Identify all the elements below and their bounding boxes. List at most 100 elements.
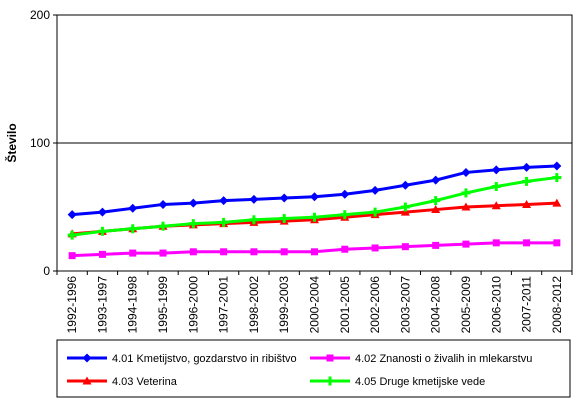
legend-label: 4.03 Veterina	[112, 376, 178, 388]
data-point	[491, 182, 501, 192]
x-tick-label: 1999-2003	[277, 276, 291, 334]
data-point	[98, 250, 106, 258]
data-point	[82, 376, 92, 385]
legend-item: 4.01 Kmetijstvo, gozdarstvo in ribištvo	[67, 353, 297, 365]
legend-label: 4.01 Kmetijstvo, gozdarstvo in ribištvo	[112, 353, 297, 365]
data-point	[158, 199, 168, 209]
legend-box	[56, 339, 571, 398]
y-axis-ticks: 0 100 200	[30, 8, 57, 278]
series-group	[68, 239, 561, 260]
x-tick-label: 1998-2002	[247, 276, 261, 334]
data-point	[461, 202, 471, 211]
data-point	[522, 176, 532, 186]
data-point	[82, 353, 92, 363]
data-point	[325, 376, 335, 386]
data-point	[370, 207, 380, 217]
x-tick-label: 1996-2000	[186, 276, 200, 334]
data-point	[220, 248, 228, 256]
x-tick-label: 1992-1996	[65, 276, 79, 334]
legend-label: 4.05 Druge kmetijske vede	[355, 376, 485, 388]
data-point	[431, 196, 441, 206]
y-axis-title: Število	[4, 123, 19, 162]
y-tick-label: 100	[30, 136, 50, 150]
data-point	[491, 165, 501, 175]
data-point	[522, 162, 532, 172]
data-point	[188, 219, 198, 229]
data-point	[158, 221, 168, 231]
x-tick-label: 1997-2001	[217, 276, 231, 334]
data-point	[461, 167, 471, 177]
data-point	[279, 193, 289, 203]
data-point	[188, 198, 198, 208]
y-tick-label: 200	[30, 8, 50, 22]
x-tick-label: 2002-2006	[368, 276, 382, 334]
x-tick-label: 2005-2009	[459, 276, 473, 334]
x-tick-label: 2001-2005	[338, 276, 352, 334]
data-point	[67, 230, 77, 240]
data-point	[68, 252, 76, 260]
data-point	[67, 210, 77, 220]
data-point	[340, 210, 350, 220]
data-point	[279, 214, 289, 224]
data-point	[219, 196, 229, 206]
data-point	[159, 249, 167, 257]
gridlines	[57, 14, 572, 144]
data-point	[461, 188, 471, 198]
series-group	[67, 161, 562, 220]
data-point	[97, 207, 107, 217]
data-point	[523, 239, 531, 247]
data-point	[310, 212, 319, 222]
x-tick-label: 2000-2004	[308, 276, 322, 334]
x-axis-ticks: 1992-1996 1993-1997 1994-1998 1995-1999 1996…	[56, 271, 573, 334]
data-point	[219, 217, 229, 227]
data-point	[400, 180, 410, 190]
x-tick-label: 1994-1998	[126, 276, 140, 334]
data-point	[400, 207, 410, 216]
legend-item: 4.03 Veterina	[67, 376, 178, 388]
data-point	[492, 239, 500, 247]
x-tick-label: 2003-2007	[398, 276, 412, 334]
data-point	[250, 248, 258, 256]
data-point	[401, 243, 409, 251]
data-point	[341, 245, 349, 253]
x-tick-label: 2006-2010	[489, 276, 503, 334]
data-point	[370, 185, 380, 195]
y-tick-label: 0	[43, 264, 50, 278]
data-point	[462, 240, 470, 248]
legend-item: 4.02 Znanosti o živalih in mlekarstvu	[310, 353, 532, 365]
data-point	[431, 205, 441, 214]
x-tick-label: 2008-2012	[550, 276, 564, 334]
data-point	[340, 189, 350, 199]
data-point	[552, 173, 562, 183]
data-point	[552, 161, 562, 171]
data-point	[400, 202, 410, 212]
data-point	[128, 203, 138, 213]
data-point	[371, 244, 379, 252]
data-point	[249, 215, 259, 225]
series-lines	[67, 161, 562, 260]
data-point	[431, 175, 441, 185]
legend-item: 4.05 Druge kmetijske vede	[310, 376, 485, 388]
data-point	[553, 239, 561, 247]
x-tick-label: 1993-1997	[95, 276, 109, 334]
data-point	[432, 241, 440, 249]
data-point	[129, 249, 137, 257]
data-point	[189, 248, 197, 256]
data-point	[128, 224, 138, 234]
data-point	[552, 198, 562, 207]
series-group	[67, 173, 562, 240]
x-tick-label: 2004-2008	[429, 276, 443, 334]
data-point	[249, 194, 259, 204]
legend-label: 4.02 Znanosti o živalih in mlekarstvu	[355, 353, 532, 365]
data-point	[280, 248, 288, 256]
data-point	[310, 192, 319, 202]
data-point	[311, 248, 318, 256]
x-tick-label: 2007-2011	[520, 276, 534, 333]
x-tick-label: 1995-1999	[156, 276, 170, 334]
data-point	[97, 226, 107, 236]
data-point	[326, 354, 334, 362]
data-point	[491, 201, 501, 210]
data-point	[522, 199, 532, 208]
legend: 4.01 Kmetijstvo, gozdarstvo in ribištvo 4…	[67, 353, 532, 388]
